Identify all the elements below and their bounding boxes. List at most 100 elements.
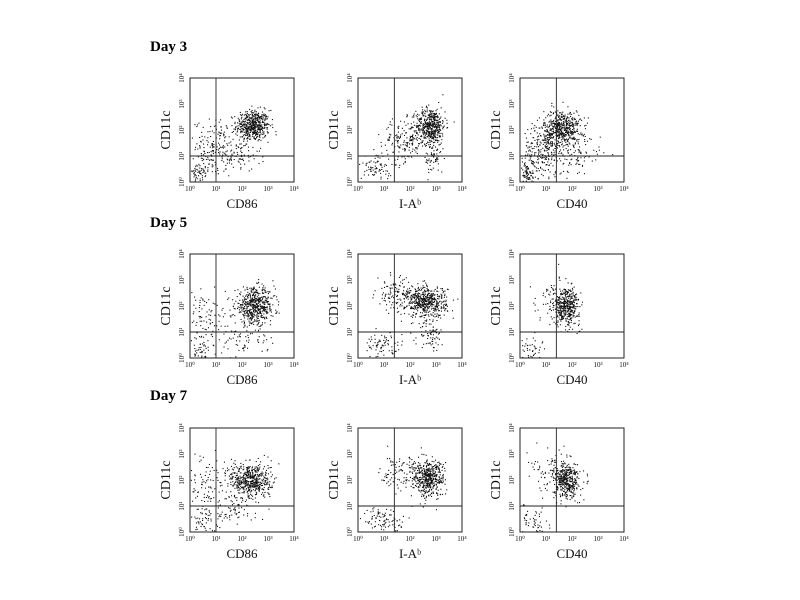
event-dot [376, 344, 378, 346]
event-dot [552, 298, 554, 300]
event-dot [585, 144, 587, 146]
event-dot [381, 297, 383, 299]
event-dot [390, 307, 392, 309]
event-dot [563, 123, 565, 125]
event-dot [240, 158, 242, 160]
event-dot [415, 115, 417, 117]
event-dot [251, 314, 253, 316]
event-dot [431, 147, 433, 149]
event-dot [563, 145, 565, 147]
event-dot [242, 124, 244, 126]
event-dot [561, 130, 563, 132]
event-dot [216, 149, 218, 151]
event-dot [405, 290, 407, 292]
event-dot [572, 306, 574, 308]
event-dot [410, 139, 412, 141]
event-dot [444, 310, 446, 312]
event-dot [263, 113, 265, 115]
event-dot [263, 309, 265, 311]
event-dot [368, 161, 370, 163]
event-dot [251, 466, 253, 468]
event-dot [549, 291, 551, 293]
event-dot [432, 343, 434, 345]
event-dot [237, 344, 239, 346]
event-dot [205, 316, 207, 318]
event-dot [254, 115, 256, 117]
event-dot [573, 315, 575, 317]
event-dot [383, 342, 385, 344]
event-dot [435, 299, 437, 301]
event-dot [262, 120, 264, 122]
event-dot [443, 314, 445, 316]
event-dot [246, 482, 248, 484]
event-dot [564, 127, 566, 129]
event-dot [366, 162, 368, 164]
event-dot [555, 116, 557, 118]
event-dot [572, 301, 574, 303]
event-dot [368, 174, 370, 176]
event-dot [419, 296, 421, 298]
cluster-1 [218, 105, 277, 160]
event-dot [223, 161, 225, 163]
event-dot [433, 123, 435, 125]
event-dot [553, 136, 555, 138]
event-dot [546, 124, 548, 126]
event-dot [254, 483, 256, 485]
event-dot [430, 297, 432, 299]
event-dot [245, 480, 247, 482]
event-dot [237, 482, 239, 484]
event-dot [416, 153, 418, 155]
event-dot [435, 159, 437, 161]
event-dot [419, 295, 421, 297]
event-dot [563, 304, 565, 306]
event-dot [411, 127, 413, 129]
event-dot [221, 484, 223, 486]
event-dot [276, 296, 278, 298]
event-dot [584, 135, 586, 137]
event-dot [586, 122, 588, 124]
event-dot [242, 499, 244, 501]
event-dot [386, 304, 388, 306]
event-dot [432, 111, 434, 113]
event-dot [384, 344, 386, 346]
event-dot [370, 348, 372, 350]
event-dot [247, 310, 249, 312]
event-dot [412, 148, 414, 150]
event-dot [394, 164, 396, 166]
event-dot [423, 114, 425, 116]
event-dot [409, 291, 411, 293]
event-dot [238, 120, 240, 122]
event-dot [212, 146, 214, 148]
event-dot [561, 308, 563, 310]
event-dot [257, 457, 259, 459]
event-dot [247, 306, 249, 308]
event-dot [254, 118, 256, 120]
event-dot [422, 133, 424, 135]
event-dot [256, 130, 258, 132]
event-dot [268, 485, 270, 487]
event-dot [269, 307, 271, 309]
event-dot [254, 124, 256, 126]
event-dot [242, 302, 244, 304]
event-dot [418, 119, 420, 121]
event-dot [264, 307, 266, 309]
event-dot [414, 300, 416, 302]
event-dot [446, 288, 448, 290]
event-dot [258, 115, 260, 117]
event-dot [407, 293, 409, 295]
event-dot [254, 310, 256, 312]
event-dot [237, 128, 239, 130]
event-dot [267, 127, 269, 129]
event-dot [382, 292, 384, 294]
event-dot [565, 313, 567, 315]
event-dot [240, 168, 242, 170]
event-dot [545, 117, 547, 119]
event-dot [240, 121, 242, 123]
event-dot [211, 336, 213, 338]
event-dot [409, 301, 411, 303]
event-dot [206, 311, 208, 313]
event-dot [246, 116, 248, 118]
event-dot [250, 301, 252, 303]
event-dot [258, 341, 260, 343]
event-dot [567, 315, 569, 317]
